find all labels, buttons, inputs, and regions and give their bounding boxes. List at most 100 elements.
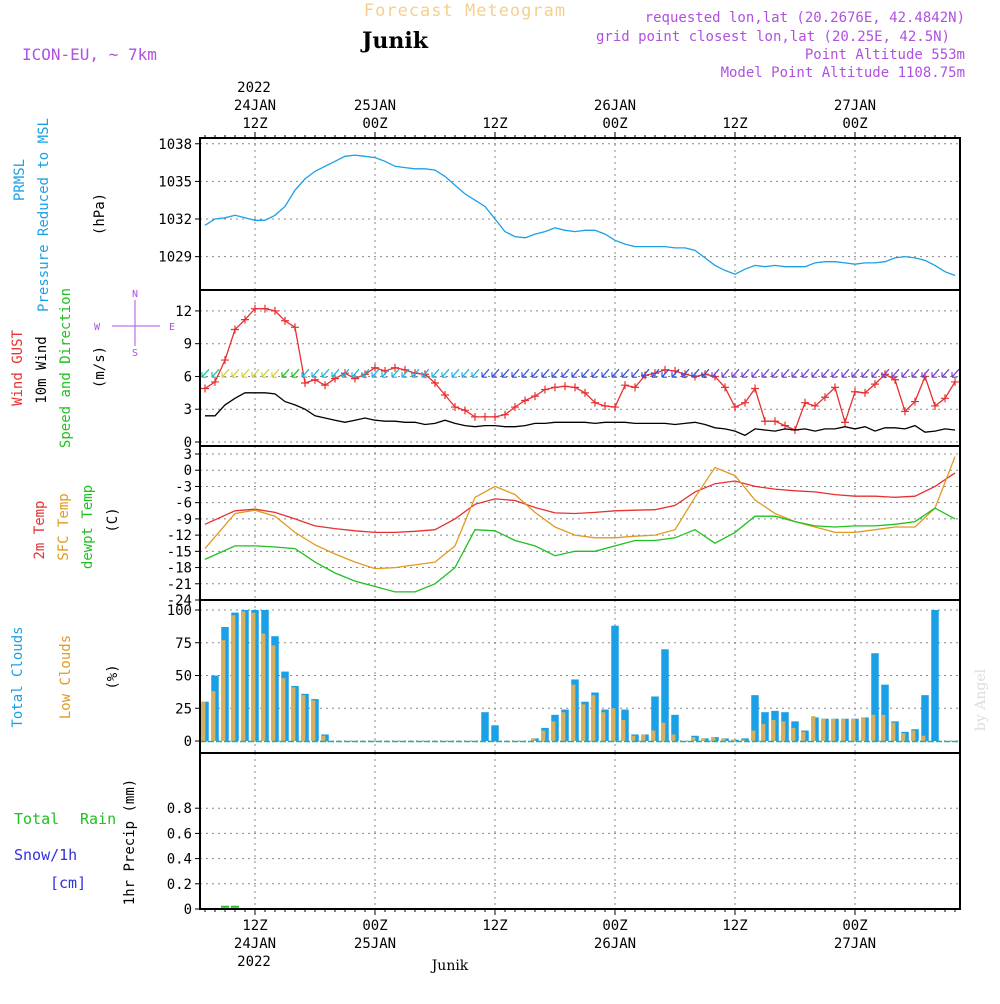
- wind-direction-arrow: [951, 368, 960, 378]
- wind-direction-arrow: [821, 368, 830, 378]
- wind-direction-arrow: [361, 368, 370, 378]
- y-tick-label: 1032: [158, 212, 192, 228]
- gust-point-marker: [441, 391, 449, 400]
- wind-direction-arrow: [581, 368, 590, 378]
- temp-unit-label: (C): [105, 507, 121, 532]
- gust-point-marker: [591, 398, 599, 407]
- y-tick-label: 12: [175, 304, 192, 320]
- gust-point-marker: [761, 417, 769, 426]
- gust-point-marker: [281, 316, 289, 325]
- gust-point-marker: [951, 377, 959, 386]
- panel-1: 1029 1032 1035 1038: [158, 137, 961, 291]
- wind-direction-arrow: [881, 368, 890, 378]
- wind-direction-arrow: [791, 368, 800, 378]
- y-tick-label: 1029: [158, 250, 192, 266]
- gust-point-marker: [201, 384, 209, 393]
- gust-label: Wind GUST: [10, 330, 26, 406]
- y-tick-label: 3: [184, 402, 192, 418]
- low-cloud-bar: [891, 722, 896, 741]
- low-cloud-bar: [541, 730, 546, 741]
- bottom-hour-label: 00Z: [842, 918, 867, 934]
- wind-direction-arrow: [661, 368, 670, 378]
- chart-title: Forecast Meteogram: [364, 1, 566, 21]
- low-cloud-bar: [231, 615, 236, 741]
- top-date-label: 25JAN: [354, 98, 396, 114]
- gust-point-marker: [771, 417, 779, 426]
- series-wind-gust-line: [204, 308, 956, 431]
- low-cloud-bar: [311, 700, 316, 741]
- wind-direction-arrow: [201, 368, 210, 378]
- gust-point-marker: [871, 380, 879, 389]
- wind-direction-arrow: [851, 368, 860, 378]
- wind-direction-arrow: [611, 368, 620, 378]
- gust-point-marker: [231, 325, 239, 334]
- low-cloud-bar: [871, 714, 876, 741]
- wind-direction-arrow: [301, 368, 310, 378]
- wind-direction-arrow: [641, 368, 650, 378]
- low-cloud-bar: [581, 704, 586, 741]
- panels-layer: 1029103210351038036912-24-21-18-15-12-9-…: [158, 137, 961, 918]
- low-cloud-bar: [301, 695, 306, 741]
- gust-point-marker: [861, 388, 869, 397]
- low-cloud-bar: [321, 735, 326, 741]
- total-cloud-bar: [611, 625, 619, 741]
- low-cloud-bar: [221, 640, 226, 741]
- bottom-hour-label: 12Z: [242, 918, 267, 934]
- wind-dir-label: Speed and Direction: [58, 288, 74, 448]
- wind-direction-arrow: [391, 368, 400, 378]
- wind-direction-arrow: [461, 368, 470, 378]
- low-cloud-bar: [601, 712, 606, 741]
- wind-direction-arrow: [511, 368, 520, 378]
- gust-point-marker: [821, 393, 829, 402]
- y-tick-label: 1038: [158, 137, 192, 153]
- gust-point-marker: [521, 396, 529, 405]
- gust-point-marker: [531, 392, 539, 401]
- gust-point-marker: [451, 403, 459, 412]
- y-tick-label: 0: [184, 734, 192, 750]
- series-2m-temp-line: [204, 472, 956, 534]
- gust-point-marker: [431, 379, 439, 388]
- y-tick-label: 0.2: [167, 877, 192, 893]
- wind-direction-arrow: [491, 368, 500, 378]
- wind-direction-arrow: [681, 368, 690, 378]
- wind-direction-arrow: [281, 368, 290, 378]
- low-cloud-bar: [691, 737, 696, 741]
- gust-point-marker: [581, 388, 589, 397]
- wind-direction-arrow: [931, 368, 940, 378]
- panel-frame: [199, 137, 961, 291]
- low-cloud-bar: [841, 718, 846, 741]
- wind-direction-arrow: [211, 368, 220, 378]
- requested-coords: requested lon,lat (20.2676E, 42.4842N): [645, 10, 965, 26]
- wind-direction-arrow: [571, 368, 580, 378]
- wind-direction-arrow: [421, 368, 430, 378]
- panel-2: 0 3 6 9 12: [175, 289, 961, 451]
- low-cloud-bar: [661, 722, 666, 741]
- low-cloud-bar: [811, 716, 816, 741]
- wind-direction-arrow: [351, 368, 360, 378]
- temp2m-label: 2m Temp: [32, 500, 48, 559]
- gust-point-marker: [751, 384, 759, 393]
- wind-direction-arrow: [651, 368, 660, 378]
- low-cloud-bar: [741, 739, 746, 741]
- low-cloud-bar: [241, 611, 246, 741]
- gust-point-marker: [631, 383, 639, 392]
- precip-snow-label: Snow/1h: [14, 846, 77, 864]
- low-cloud-bar: [921, 735, 926, 741]
- wind-direction-arrow: [861, 368, 870, 378]
- gust-point-marker: [851, 387, 859, 396]
- station-name: Junik: [360, 28, 429, 54]
- wind-direction-arrow: [531, 368, 540, 378]
- top-date-label: 27JAN: [834, 98, 876, 114]
- top-hour-label: 12Z: [242, 116, 267, 132]
- top-hour-label: 12Z: [722, 116, 747, 132]
- total-cloud-bar: [491, 725, 499, 741]
- total-cloud-bar: [921, 695, 929, 741]
- gust-point-marker: [741, 398, 749, 407]
- gust-point-marker: [241, 315, 249, 324]
- y-tick-label: -24: [167, 593, 192, 609]
- wind-direction-arrow: [251, 368, 260, 378]
- top-date-label: 26JAN: [594, 98, 636, 114]
- low-cloud-bar: [281, 678, 286, 741]
- wind-direction-arrow: [751, 368, 760, 378]
